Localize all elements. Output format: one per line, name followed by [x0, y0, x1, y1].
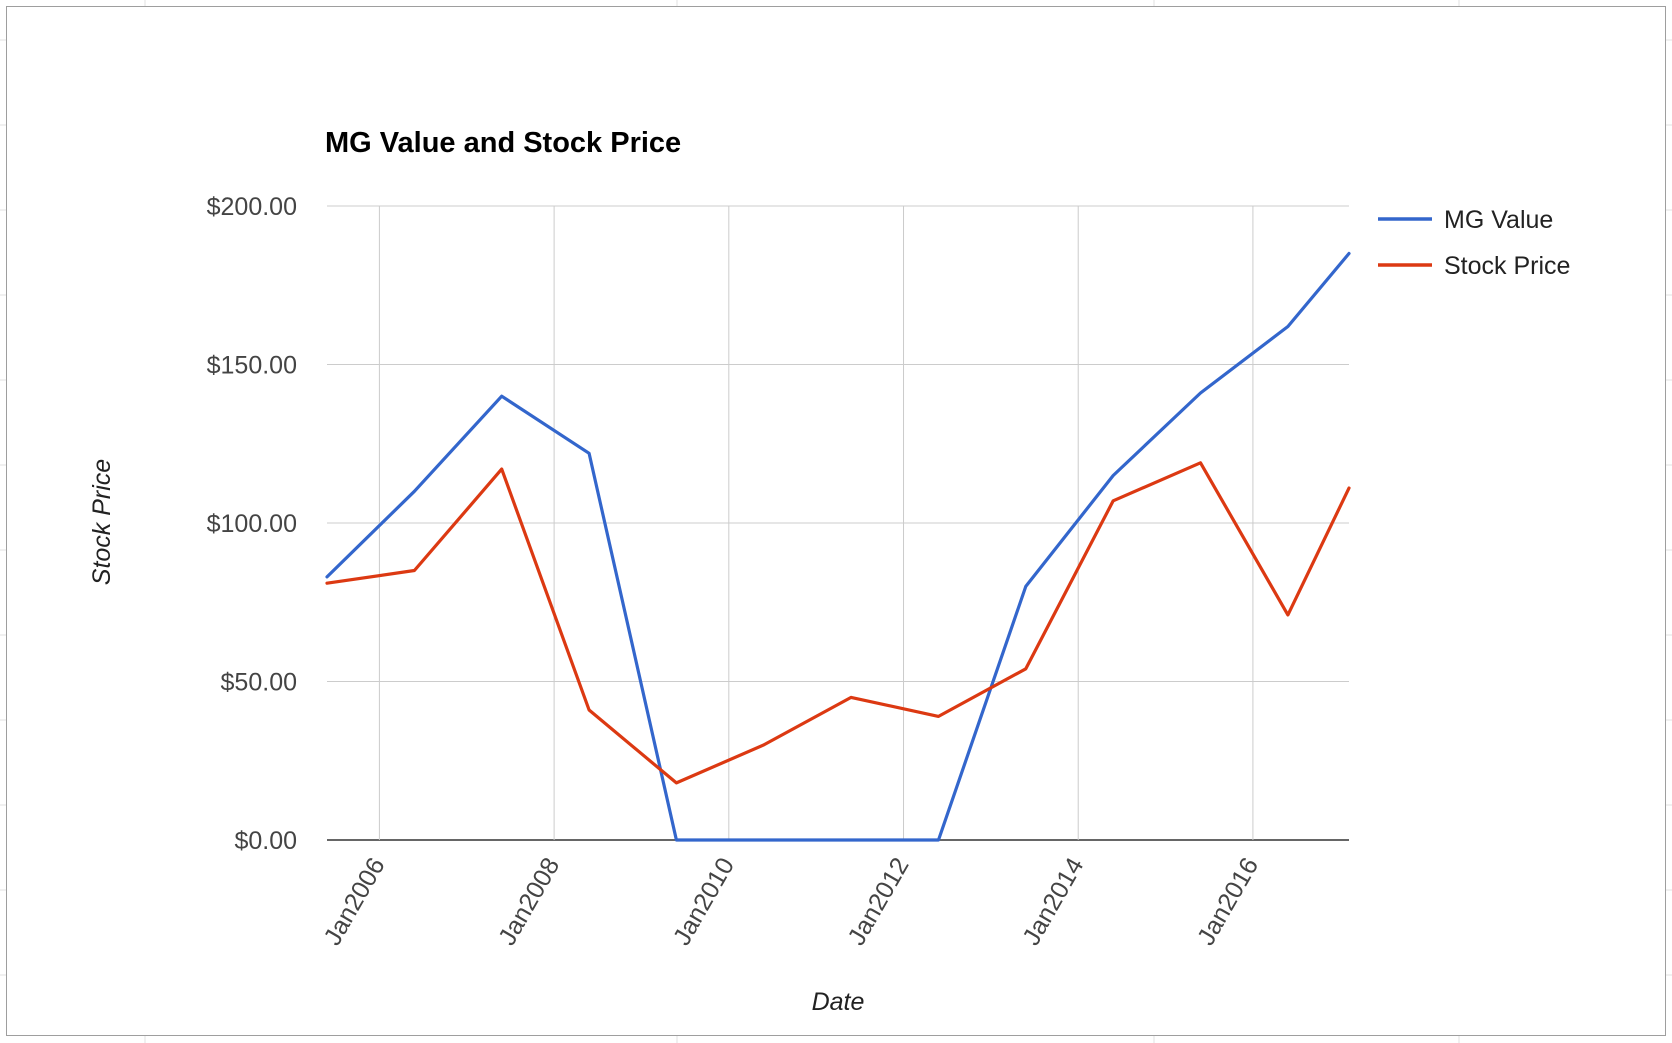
x-tick-label: Jan2014 — [1017, 853, 1089, 950]
legend[interactable]: MG Value Stock Price — [1378, 206, 1570, 280]
x-tick-label: Jan2010 — [668, 853, 740, 950]
series-lines — [325, 251, 1351, 842]
x-tick-label: Jan2008 — [493, 853, 565, 950]
y-tick-label: $200.00 — [207, 193, 297, 221]
x-axis-title: Date — [812, 988, 865, 1016]
x-tick-label: Jan2016 — [1192, 853, 1264, 950]
legend-item-mg-value[interactable]: MG Value — [1378, 206, 1553, 234]
legend-item-stock-price[interactable]: Stock Price — [1378, 252, 1570, 280]
series-line-mg-value[interactable] — [325, 251, 1351, 842]
chart-title: MG Value and Stock Price — [325, 127, 681, 159]
legend-label: MG Value — [1444, 206, 1553, 234]
y-tick-label: $150.00 — [207, 352, 297, 380]
y-axis-title: Stock Price — [88, 459, 116, 585]
x-tick-label: Jan2006 — [318, 853, 390, 950]
y-tick-label: $50.00 — [221, 669, 297, 697]
chart-container[interactable] — [6, 6, 1666, 1036]
gridlines — [327, 205, 1349, 841]
series-line-stock-price[interactable] — [325, 461, 1351, 785]
x-axis-tick-labels: Jan2006 Jan2008 Jan2010 Jan2012 Jan2014 Jan20… — [318, 853, 1264, 950]
x-tick-label: Jan2012 — [842, 853, 914, 950]
legend-label: Stock Price — [1444, 252, 1570, 280]
y-tick-label: $0.00 — [234, 827, 297, 855]
y-axis-tick-labels: $0.00 $50.00 $100.00 $150.00 $200.00 — [207, 193, 297, 855]
y-tick-label: $100.00 — [207, 510, 297, 538]
